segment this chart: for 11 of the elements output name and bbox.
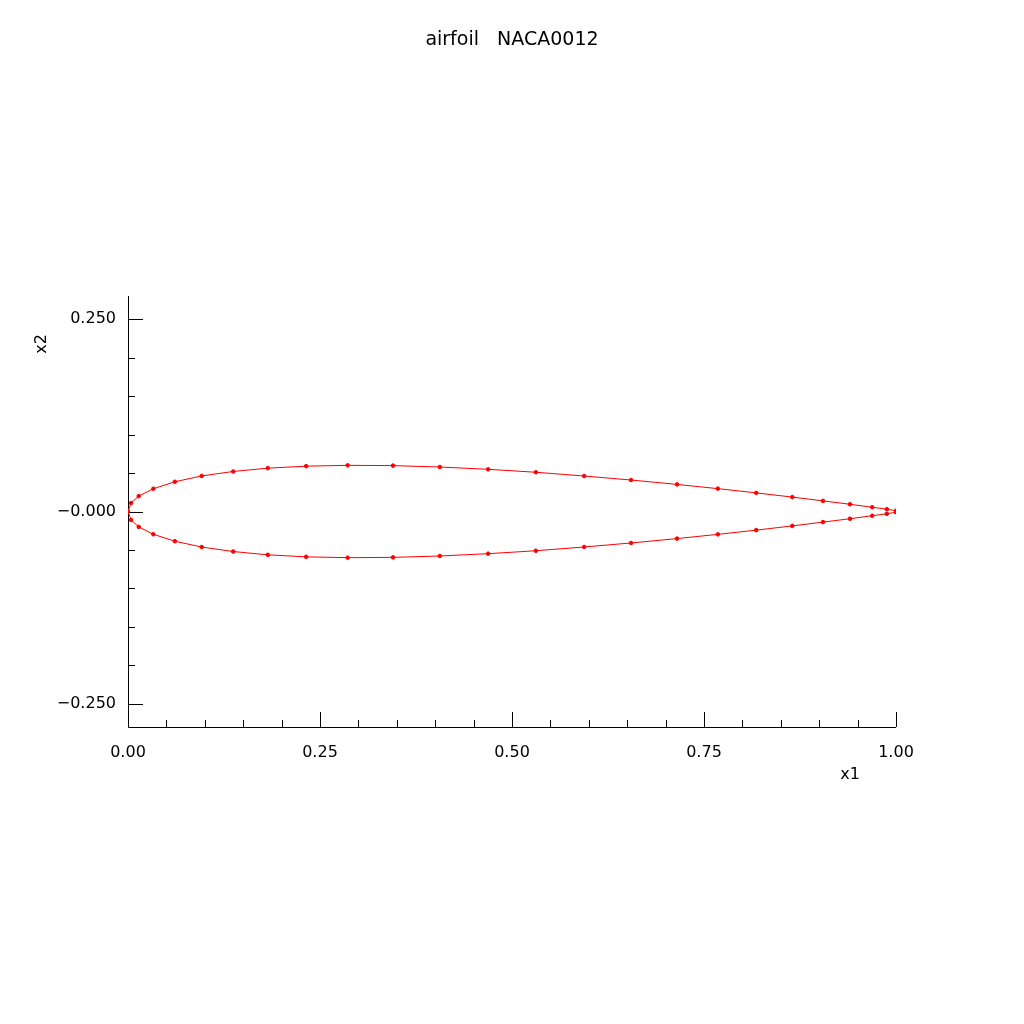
y-tick-label: 0.250	[70, 308, 116, 328]
x-tick-label: 0.00	[110, 741, 146, 761]
y-axis-title: x2	[31, 334, 51, 354]
x-tick-label: 0.50	[494, 741, 530, 761]
chart-title: airfoil NACA0012	[425, 26, 599, 49]
x-axis-title: x1	[840, 764, 860, 784]
x-tick-label: 0.75	[686, 741, 722, 761]
y-tick-label: −0.250	[56, 693, 116, 713]
y-tick-label: −0.000	[56, 500, 116, 520]
x-tick-label: 0.25	[302, 741, 338, 761]
x-tick-label: 1.00	[878, 741, 914, 761]
